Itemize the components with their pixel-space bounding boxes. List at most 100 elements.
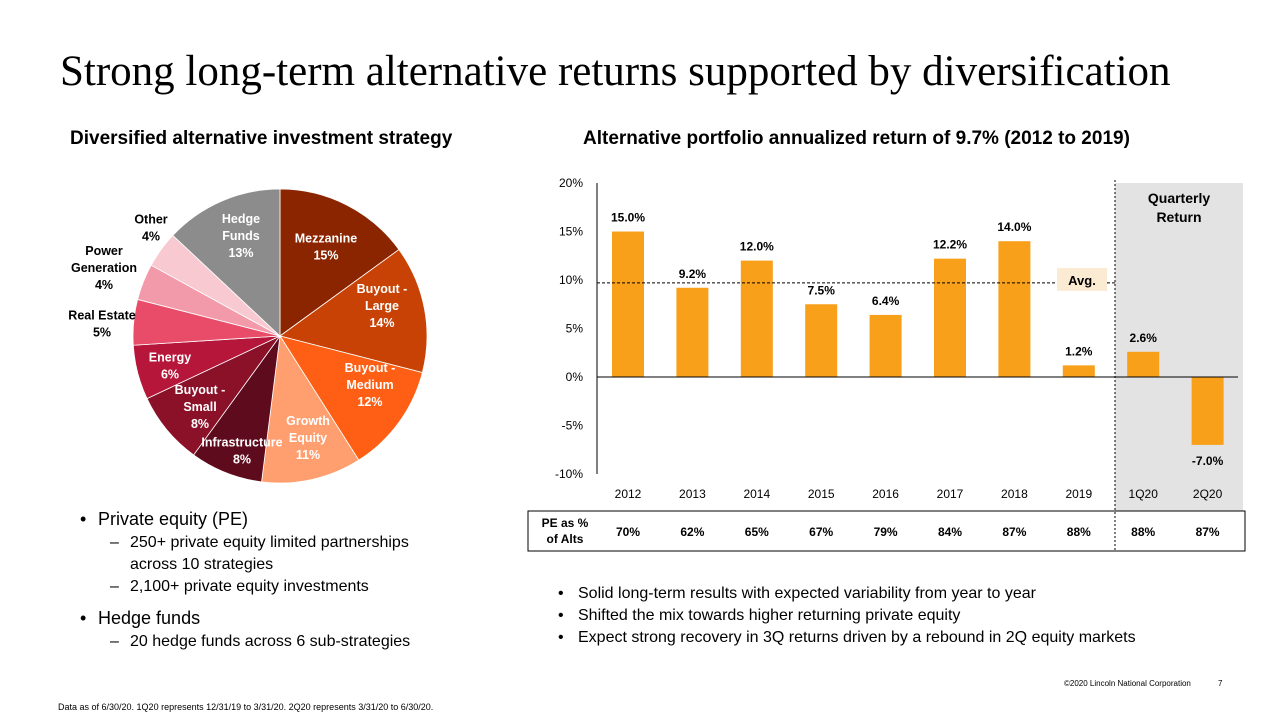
pie-slice-percent: 11% — [296, 448, 320, 462]
bar-value-label: 7.5% — [808, 283, 836, 297]
y-tick-label: 5% — [566, 322, 584, 336]
pie-slice — [261, 334, 360, 484]
pie-slice-label: Hedge — [222, 212, 260, 226]
bar — [612, 231, 644, 377]
bar — [805, 304, 838, 377]
bar — [1127, 351, 1160, 377]
pie-slice-percent: 6% — [161, 368, 179, 382]
y-tick-label: 15% — [559, 225, 583, 239]
left-bullet-list: Private equity (PE) 250+ private equity … — [80, 508, 480, 653]
y-tick-label: 0% — [566, 370, 584, 384]
pie-slice-label: Buyout - — [345, 361, 396, 375]
quarterly-return-label: Return — [1156, 209, 1201, 225]
pe-table-cell: 70% — [616, 525, 640, 539]
pie-slice-label: Funds — [222, 229, 260, 243]
pe-table-cell: 67% — [809, 525, 833, 539]
pie-slice-label: Power — [85, 244, 123, 258]
pie-heading: Diversified alternative investment strat… — [70, 128, 453, 149]
y-tick-label: 20% — [559, 176, 583, 190]
pie-slice-label: Energy — [149, 351, 191, 365]
pie-slice-label: Growth — [286, 414, 330, 428]
pie-slice — [279, 335, 423, 461]
pe-table-row-label: of Alts — [547, 532, 584, 546]
pie-slice-label: Large — [365, 299, 399, 313]
bar-value-label: 12.0% — [740, 240, 774, 254]
y-tick-label: -5% — [562, 419, 584, 433]
quarterly-return-label: Quarterly — [1148, 190, 1210, 206]
average-label-box — [1057, 267, 1107, 291]
pe-table-cell: 88% — [1131, 525, 1155, 539]
bar-value-label: -7.0% — [1192, 454, 1224, 468]
pie-slice-label: Other — [134, 213, 167, 227]
pie-slice-percent: 4% — [95, 278, 113, 292]
bar — [1191, 377, 1224, 445]
x-tick-label: 2013 — [679, 487, 706, 501]
bar-heading: Alternative portfolio annualized return … — [583, 128, 1130, 149]
bar-value-label: 2.6% — [1130, 331, 1158, 345]
x-tick-label: 2015 — [808, 487, 835, 501]
bullet: Solid long-term results with expected va… — [556, 583, 1256, 605]
pe-table-cell: 65% — [745, 525, 769, 539]
y-tick-label: 10% — [559, 273, 583, 287]
bar — [998, 241, 1031, 377]
footnote: Data as of 6/30/20. 1Q20 represents 12/3… — [58, 702, 434, 712]
pe-table-cell: 79% — [874, 525, 898, 539]
pe-table-cell: 88% — [1067, 525, 1091, 539]
copyright: ©2020 Lincoln National Corporation — [1064, 679, 1191, 688]
quarterly-band — [1115, 183, 1243, 511]
sub-bullet: 250+ private equity limited partnerships — [80, 532, 480, 554]
pie-slice-label: Medium — [346, 378, 393, 392]
pie-slice — [279, 249, 428, 374]
bullet-hedge-funds: Hedge funds — [80, 607, 480, 630]
right-bullet-list: Solid long-term results with expected va… — [556, 583, 1256, 649]
pie-slice-label: Buyout - — [357, 282, 408, 296]
pie-slice-label: Buyout - — [175, 383, 226, 397]
pie-slice-percent: 5% — [93, 326, 111, 340]
pie-slice — [172, 188, 281, 337]
x-tick-label: 1Q20 — [1129, 487, 1159, 501]
sub-bullet: 2,100+ private equity investments — [80, 576, 480, 598]
pie-slice-percent: 4% — [142, 230, 160, 244]
bar-value-label: 6.4% — [872, 294, 900, 308]
bar — [1062, 365, 1095, 377]
x-tick-label: 2014 — [743, 487, 770, 501]
pie-slice-label: Real Estate — [68, 309, 135, 323]
sub-bullet-continued: across 10 strategies — [130, 556, 274, 573]
pe-table-cell: 62% — [680, 525, 704, 539]
returns-bar-chart: Quarterly Return 20% 15% 10% 5% 0% -5% -10% 15.0%… — [527, 176, 1246, 552]
pie-slice-label: Mezzanine — [295, 232, 358, 246]
x-tick-label: 2016 — [872, 487, 899, 501]
bar — [740, 260, 773, 377]
x-tick-label: 2018 — [1001, 487, 1028, 501]
pie-slice-percent: 13% — [228, 246, 253, 260]
pe-table — [527, 510, 1246, 552]
bar-value-label: 12.2% — [933, 238, 967, 252]
allocation-pie-chart: Mezzanine 15% Buyout - Large 14% Buyout - Medi… — [68, 188, 428, 484]
pe-table-row-label: PE as % — [542, 516, 589, 530]
pe-table-cell: 87% — [1002, 525, 1026, 539]
pie-slice-label: Infrastructure — [201, 436, 282, 450]
bar-value-label: 1.2% — [1065, 344, 1093, 358]
x-tick-label: 2019 — [1065, 487, 1092, 501]
page-number: 7 — [1218, 679, 1223, 688]
pie-slice-label: Equity — [289, 431, 327, 445]
bar-value-label: 15.0% — [611, 211, 645, 225]
average-label: Avg. — [1068, 273, 1096, 288]
bar-value-label: 9.2% — [679, 267, 707, 281]
pie-slice-label: Small — [183, 400, 216, 414]
page-title: Strong long-term alternative returns sup… — [60, 48, 1171, 95]
x-tick-label: 2Q20 — [1193, 487, 1223, 501]
y-tick-label: -10% — [555, 467, 583, 481]
pie-slice-percent: 8% — [191, 417, 209, 431]
pe-table-cell: 84% — [938, 525, 962, 539]
bullet-private-equity: Private equity (PE) — [80, 508, 480, 531]
pie-slice — [279, 188, 400, 337]
bullet: Shifted the mix towards higher returning… — [556, 605, 1256, 627]
bullet: Expect strong recovery in 3Q returns dri… — [556, 627, 1256, 649]
pie-slice-label: Generation — [71, 261, 137, 275]
bar-value-label: 14.0% — [997, 220, 1031, 234]
pie-slice-percent: 14% — [369, 316, 394, 330]
x-tick-label: 2017 — [937, 487, 964, 501]
x-tick-label: 2012 — [615, 487, 642, 501]
sub-bullet: 20 hedge funds across 6 sub-strategies — [80, 631, 480, 653]
